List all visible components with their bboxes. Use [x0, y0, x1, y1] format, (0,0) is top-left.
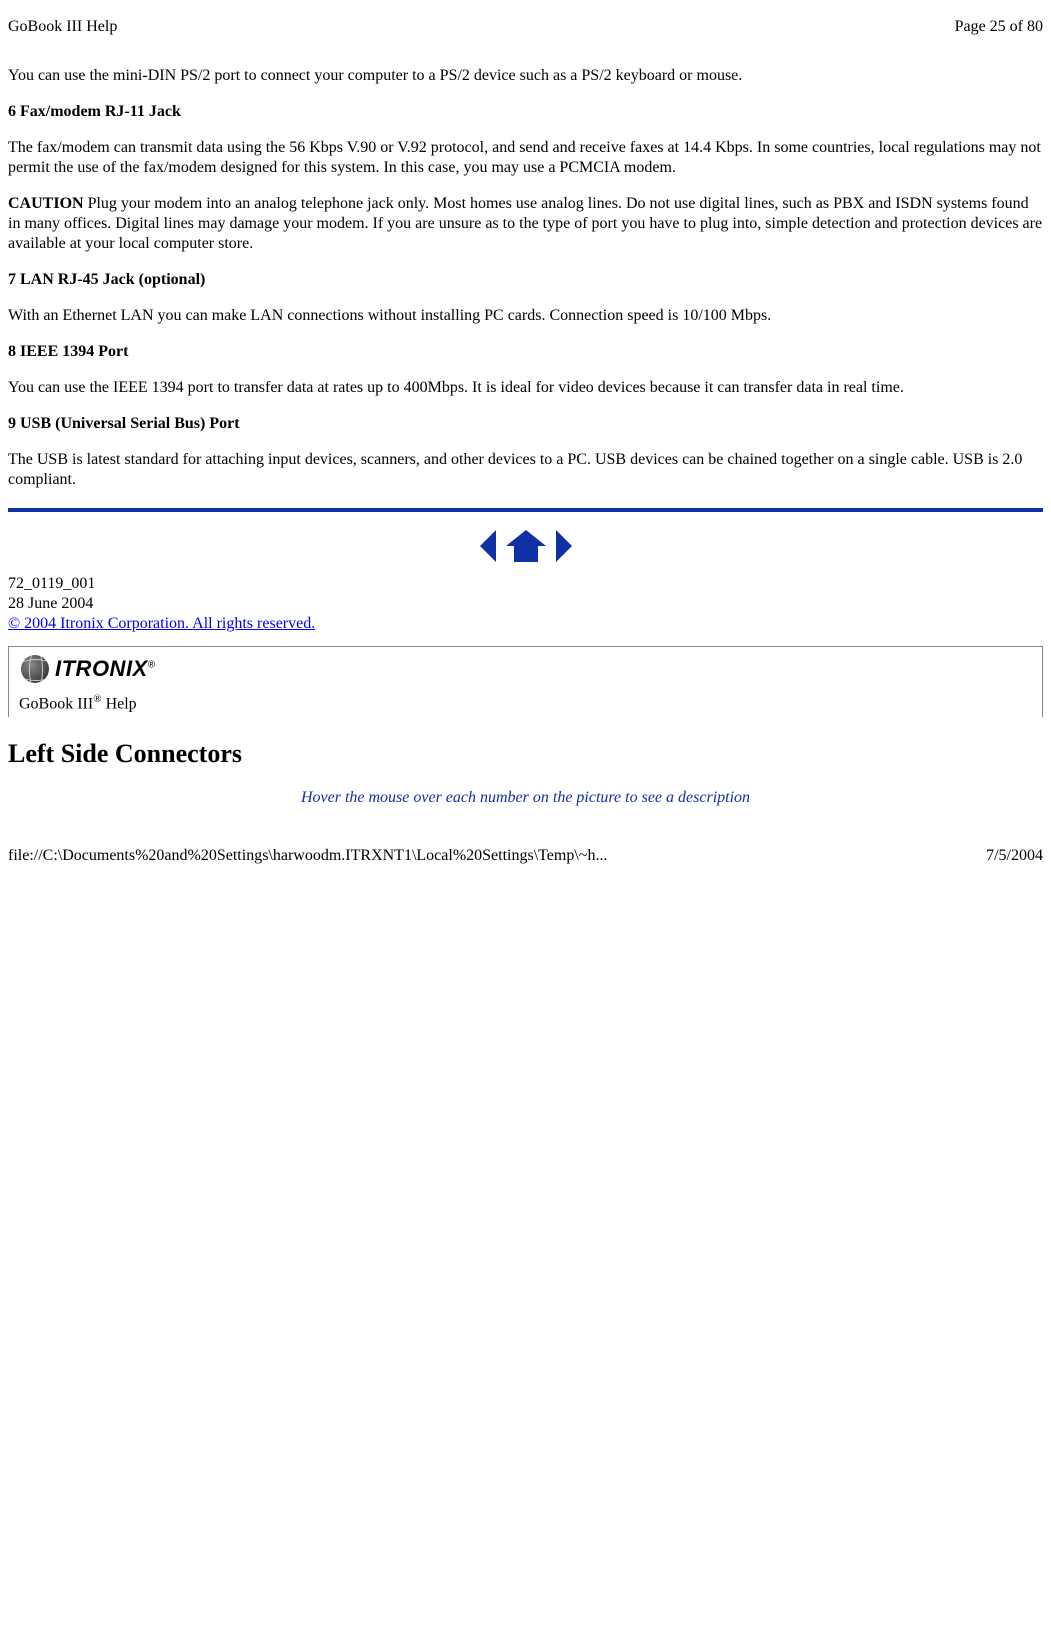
- divider: [8, 508, 1043, 512]
- globe-icon: [21, 655, 49, 683]
- header-left: GoBook III Help: [8, 18, 117, 36]
- logo-registered: ®: [148, 660, 156, 671]
- nav-home-icon[interactable]: [506, 530, 546, 562]
- copyright-link[interactable]: © 2004 Itronix Corporation. All rights r…: [8, 615, 315, 632]
- section-heading-8: 8 IEEE 1394 Port: [8, 342, 1043, 362]
- section-title: Left Side Connectors: [8, 739, 1043, 769]
- itronix-logo: ITRONIX®: [15, 655, 1036, 683]
- hover-note: Hover the mouse over each number on the …: [8, 783, 1043, 807]
- nav-icons: [8, 518, 1043, 574]
- doc-date: 28 June 2004: [8, 594, 1043, 614]
- caution-text: Plug your modem into an analog telephone…: [8, 195, 1042, 252]
- page-footer: file://C:\Documents%20and%20Settings\har…: [8, 807, 1043, 875]
- footer-path: file://C:\Documents%20and%20Settings\har…: [8, 847, 607, 865]
- doc-id: 72_0119_001: [8, 574, 1043, 594]
- caution-paragraph: CAUTION Plug your modem into an analog t…: [8, 194, 1043, 254]
- body-paragraph: You can use the IEEE 1394 port to transf…: [8, 378, 1043, 398]
- doc-meta: 72_0119_001 28 June 2004 © 2004 Itronix …: [8, 574, 1043, 634]
- section-heading-7: 7 LAN RJ-45 Jack (optional): [8, 270, 1043, 290]
- footer-date: 7/5/2004: [986, 847, 1043, 865]
- section-heading-9: 9 USB (Universal Serial Bus) Port: [8, 414, 1043, 434]
- nav-forward-icon[interactable]: [556, 530, 572, 562]
- logo-box: ITRONIX® GoBook III® Help: [8, 646, 1043, 717]
- help-line: GoBook III® Help: [15, 683, 1036, 713]
- header-right: Page 25 of 80: [955, 18, 1043, 36]
- body-paragraph: You can use the mini-DIN PS/2 port to co…: [8, 66, 1043, 86]
- body-paragraph: With an Ethernet LAN you can make LAN co…: [8, 306, 1043, 326]
- page-header: GoBook III Help Page 25 of 80: [8, 10, 1043, 66]
- nav-back-icon[interactable]: [480, 530, 496, 562]
- body-paragraph: The fax/modem can transmit data using th…: [8, 138, 1043, 178]
- logo-brand: ITRONIX: [55, 656, 148, 681]
- caution-label: CAUTION: [8, 195, 84, 212]
- body-paragraph: The USB is latest standard for attaching…: [8, 450, 1043, 490]
- section-heading-6: 6 Fax/modem RJ-11 Jack: [8, 102, 1043, 122]
